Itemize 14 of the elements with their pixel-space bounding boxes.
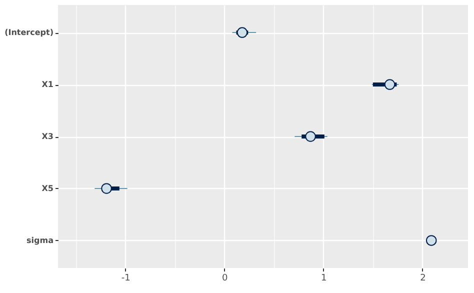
x-tick-label: 0 bbox=[222, 274, 228, 284]
y-tick-label: X3 bbox=[42, 132, 54, 141]
point bbox=[236, 27, 248, 38]
point bbox=[101, 183, 112, 194]
y-tick-label: X5 bbox=[42, 184, 54, 193]
point bbox=[305, 131, 316, 142]
point bbox=[384, 79, 396, 90]
x-tick-label: 1 bbox=[321, 274, 327, 284]
x-tick-label: -1 bbox=[121, 274, 130, 284]
point bbox=[426, 235, 437, 246]
x-tick-label: 2 bbox=[420, 274, 426, 284]
y-tick-label: X1 bbox=[42, 80, 54, 90]
y-tick-label: (Intercept) bbox=[4, 28, 54, 38]
y-tick-label: sigma bbox=[26, 236, 54, 245]
